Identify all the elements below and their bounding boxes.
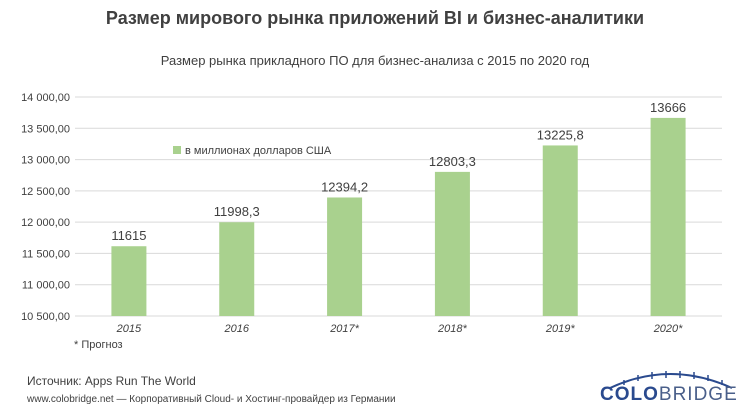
bridge-arc-icon <box>609 371 733 389</box>
y-tick-label: 13 000,00 <box>21 155 70 167</box>
x-tick-label: 2020* <box>653 323 683 335</box>
site-note: www.colobridge.net — Корпоративный Cloud… <box>27 394 396 405</box>
y-tick-label: 12 500,00 <box>21 186 70 198</box>
legend-label: в миллионах долларов США <box>185 145 332 157</box>
x-tick-label: 2018* <box>437 323 467 335</box>
bar <box>111 246 147 316</box>
logo-wordmark: COLOBRIDGE <box>600 384 738 405</box>
source-note: Источник: Apps Run The World <box>27 374 196 388</box>
legend: в миллионах долларов США <box>173 145 332 157</box>
x-tick-label: 2019* <box>545 323 575 335</box>
y-tick-label: 13 500,00 <box>21 123 70 135</box>
bar <box>219 222 255 316</box>
grid-lines <box>75 96 722 317</box>
data-label: 13225,8 <box>537 127 584 142</box>
colobridge-logo: COLOBRIDGE <box>600 368 740 408</box>
data-label: 12394,2 <box>321 179 368 194</box>
forecast-footnote: * Прогноз <box>74 339 123 351</box>
bar <box>542 145 578 316</box>
y-tick-label: 11 500,00 <box>22 248 70 260</box>
y-tick-label: 11 000,00 <box>22 280 70 292</box>
x-tick-label: 2015 <box>116 323 142 335</box>
x-tick-label: 2016 <box>224 323 250 335</box>
bar <box>327 197 363 316</box>
y-axis-tick-labels: 10 500,00 11 000,00 11 500,00 12 000,00 12 5… <box>21 92 70 323</box>
x-tick-label: 2017* <box>329 323 359 335</box>
bars <box>111 117 686 316</box>
chart-title: Размер мирового рынка приложений BI и би… <box>105 8 645 28</box>
data-label: 11998,3 <box>214 204 260 219</box>
x-axis-tick-labels: 2015 2016 2017* 2018* 2019* 2020* <box>116 323 683 335</box>
data-label: 13666 <box>650 100 686 115</box>
bar <box>650 117 686 316</box>
y-tick-label: 12 000,00 <box>21 217 70 229</box>
chart-subtitle: Размер рынка прикладного ПО для бизнес-а… <box>160 53 590 68</box>
y-tick-label: 14 000,00 <box>21 92 70 104</box>
data-label: 11615 <box>111 228 146 243</box>
data-labels: 11615 11998,3 12394,2 12803,3 13225,8 13666 <box>111 100 686 243</box>
y-tick-label: 10 500,00 <box>21 311 70 323</box>
legend-swatch <box>173 146 181 154</box>
data-label: 12803,3 <box>429 154 476 169</box>
bar <box>434 171 470 316</box>
